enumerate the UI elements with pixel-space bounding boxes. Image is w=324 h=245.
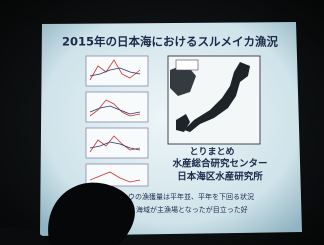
map [168, 56, 260, 144]
credit-line: 日本海区水産研究所 [177, 171, 263, 183]
body-line: ウの漁獲量は平年並、平年を下回る状況 [128, 192, 254, 201]
credit-line: 水産総合研究センター [172, 158, 267, 170]
page: 2015年の日本海におけるスルメイカ漁況 とりまとめ 水産総合研究センター 日本… [0, 0, 324, 245]
body-line: 辺）海域が主漁場となったが目立った好 [122, 205, 248, 214]
slide-title: 2015年の日本海におけるスルメイカ漁況 [62, 35, 279, 49]
photo: 2015年の日本海におけるスルメイカ漁況 とりまとめ 水産総合研究センター 日本… [0, 0, 324, 245]
credit-line: とりまとめ [189, 147, 234, 158]
mini-charts [86, 56, 148, 186]
